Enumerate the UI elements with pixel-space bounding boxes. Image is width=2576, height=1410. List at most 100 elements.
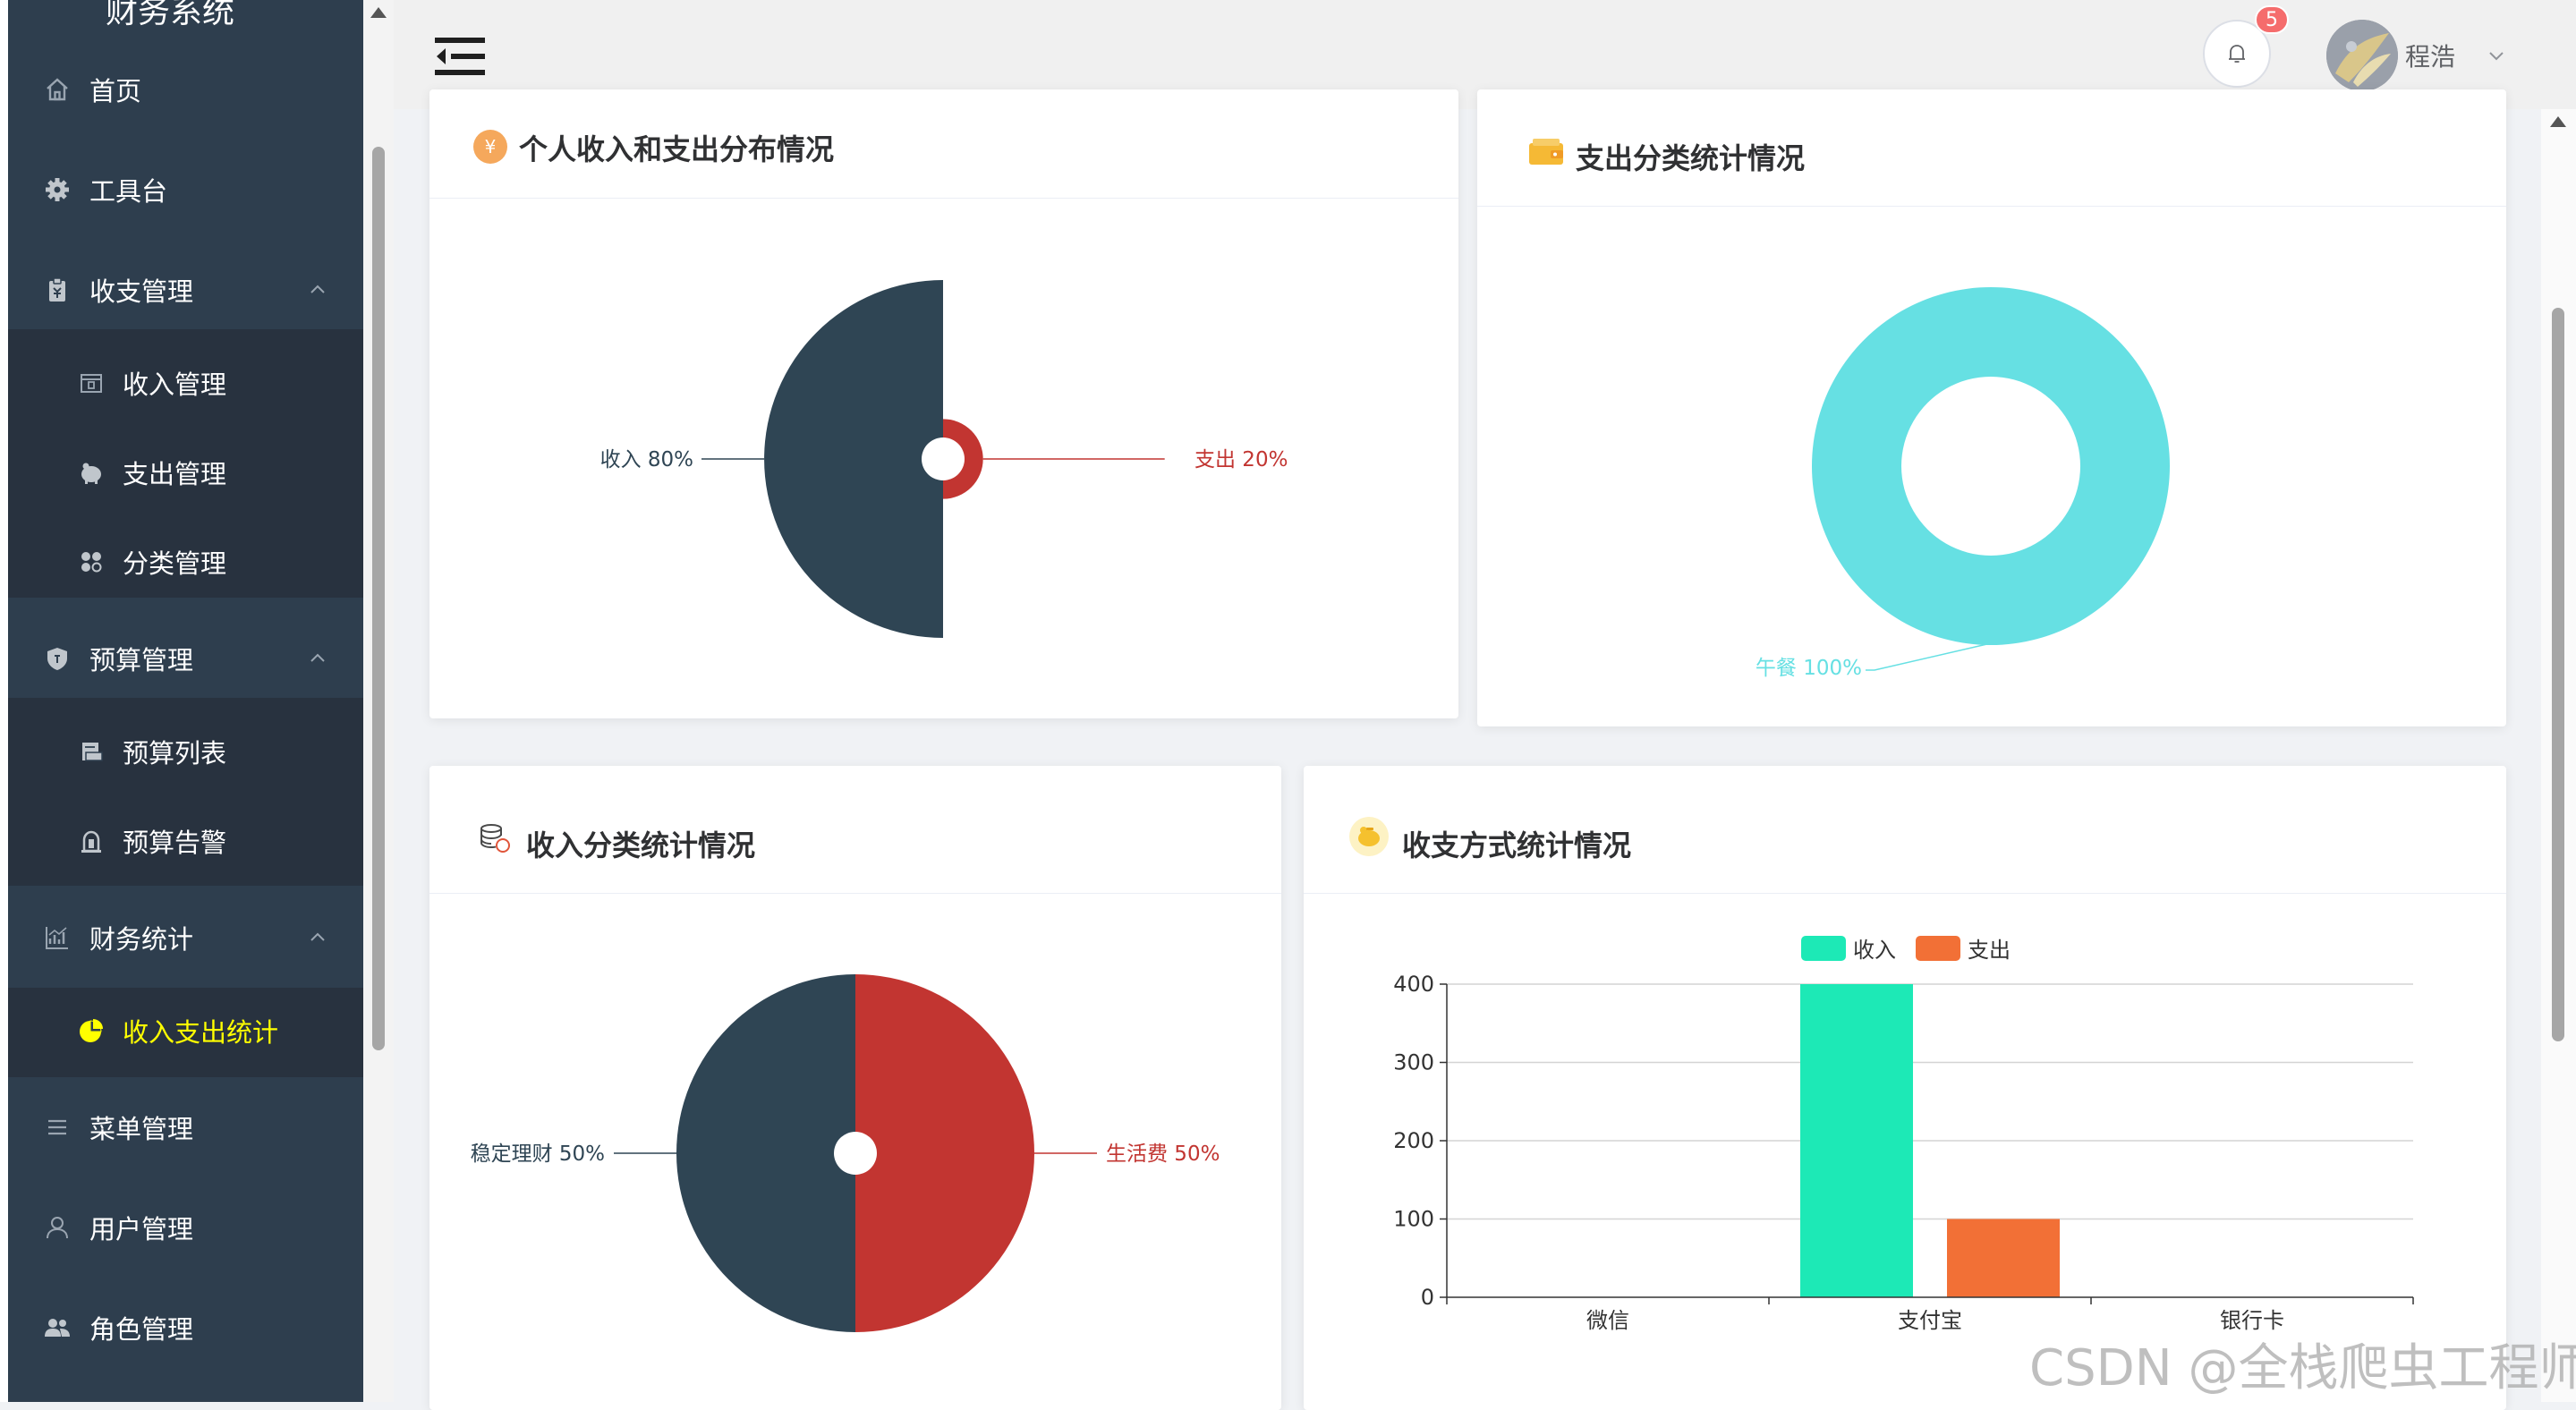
submenu-bg bbox=[8, 988, 363, 1077]
sidebar-item-label: 支出管理 bbox=[123, 459, 227, 489]
sidebar-item-label: 菜单管理 bbox=[89, 1114, 194, 1144]
payment-method-bar-chart: 0 100 200 300 400 微信 支付宝 银行卡 收入 支出 bbox=[1393, 936, 2414, 1333]
y-tick-label: 300 bbox=[1393, 1050, 1434, 1075]
category-icon bbox=[76, 547, 106, 577]
pie-slice-stable-finance[interactable] bbox=[676, 974, 855, 1332]
sidebar-item-label: 财务统计 bbox=[89, 924, 194, 955]
y-tick-label: 200 bbox=[1393, 1128, 1434, 1153]
sidebar-item-category-manage[interactable]: 分类管理 bbox=[8, 522, 363, 602]
sidebar-item-income-expense-stats[interactable]: 收入支出统计 bbox=[8, 990, 363, 1071]
main-scrollbar[interactable] bbox=[2541, 109, 2576, 1402]
pie-center-hole bbox=[922, 437, 965, 480]
income-expense-rose-chart: 收入 80% 支出 20% bbox=[600, 280, 1288, 638]
legend-label[interactable]: 支出 bbox=[1968, 938, 2011, 963]
calendar-icon bbox=[76, 368, 106, 398]
sidebar-item-label: 用户管理 bbox=[89, 1214, 194, 1244]
chevron-up-icon bbox=[310, 932, 325, 941]
collapse-menu-icon[interactable] bbox=[435, 34, 487, 79]
bar-expense[interactable] bbox=[1947, 1219, 2060, 1298]
submenu-bg bbox=[8, 698, 363, 886]
printer-icon bbox=[76, 736, 106, 767]
pie-slice-living-expense[interactable] bbox=[855, 974, 1034, 1332]
piggy-bank-icon bbox=[76, 457, 106, 488]
submenu-bg bbox=[8, 329, 363, 598]
sidebar-item-budget-list[interactable]: 预算列表 bbox=[8, 711, 363, 792]
sidebar-scrollbar[interactable] bbox=[363, 0, 394, 1402]
pie-chart-icon bbox=[76, 1015, 106, 1046]
watermark: CSDN @全栈爬虫工程师 bbox=[2029, 1339, 2576, 1397]
sidebar-item-workbench[interactable]: 工具台 bbox=[8, 149, 363, 230]
users-icon bbox=[42, 1312, 72, 1343]
sidebar-item-label: 角色管理 bbox=[89, 1314, 194, 1345]
slice-label-living-expense: 生活费 50% bbox=[1106, 1142, 1220, 1166]
gear-icon bbox=[42, 174, 72, 205]
card-header: 支出分类统计情况 bbox=[1477, 89, 2506, 207]
income-category-card: 收入分类统计情况 稳定理财 50% 生活费 50% bbox=[429, 766, 1281, 1410]
sidebar-item-label: 分类管理 bbox=[123, 548, 227, 579]
chevron-down-icon[interactable] bbox=[2486, 47, 2507, 64]
card-header: 收入分类统计情况 bbox=[429, 766, 1281, 894]
income-category-pie-chart: 稳定理财 50% 生活费 50% bbox=[471, 974, 1220, 1332]
sidebar-item-label: 预算管理 bbox=[89, 645, 194, 675]
slice-label-income: 收入 80% bbox=[600, 448, 693, 471]
sidebar-item-user-manage[interactable]: 用户管理 bbox=[8, 1187, 363, 1268]
sidebar-item-role-manage[interactable]: 角色管理 bbox=[8, 1287, 363, 1368]
slice-label-lunch: 午餐 100% bbox=[1756, 657, 1862, 680]
stats-icon bbox=[42, 922, 72, 953]
sidebar-item-budget-alert[interactable]: 预算告警 bbox=[8, 801, 363, 881]
slice-label-expense: 支出 20% bbox=[1194, 448, 1288, 471]
piggy-coin-icon bbox=[1349, 817, 1389, 856]
sidebar-item-expense-manage[interactable]: 支出管理 bbox=[8, 432, 363, 513]
sidebar-scroll-thumb[interactable] bbox=[372, 147, 385, 1050]
donut-slice-lunch[interactable] bbox=[1811, 287, 2170, 646]
legend-swatch[interactable] bbox=[1801, 936, 1846, 961]
expense-category-card: 支出分类统计情况 午餐 100% bbox=[1477, 89, 2506, 726]
y-tick-label: 400 bbox=[1393, 972, 1434, 997]
coin-stack-icon bbox=[480, 824, 510, 853]
sidebar-item-home[interactable]: 首页 bbox=[8, 49, 363, 130]
sidebar-item-label: 收入支出统计 bbox=[123, 1017, 279, 1048]
x-tick-label: 支付宝 bbox=[1898, 1308, 1962, 1333]
user-icon bbox=[42, 1212, 72, 1243]
card-title: 收支方式统计情况 bbox=[1402, 828, 1632, 862]
avatar[interactable] bbox=[2326, 20, 2398, 91]
sidebar-item-label: 首页 bbox=[89, 76, 142, 106]
sidebar-item-budget[interactable]: 预算管理 bbox=[8, 618, 363, 699]
clipboard-icon bbox=[42, 275, 72, 305]
bar-income[interactable] bbox=[1800, 984, 1913, 1297]
bell-icon bbox=[2229, 45, 2245, 63]
y-tick-label: 0 bbox=[1421, 1285, 1434, 1310]
scroll-up-arrow-icon[interactable] bbox=[2550, 116, 2566, 127]
sidebar-item-income-expense[interactable]: 收支管理 bbox=[8, 250, 363, 330]
scroll-up-arrow-icon[interactable] bbox=[370, 7, 387, 18]
slice-label-stable-finance: 稳定理财 50% bbox=[471, 1142, 605, 1166]
wallet-icon bbox=[1529, 139, 1563, 165]
sidebar-item-label: 预算列表 bbox=[123, 738, 227, 769]
income-expense-card: ¥ 个人收入和支出分布情况 收入 80% 支出 20% bbox=[429, 89, 1458, 718]
sidebar-item-label: 收入管理 bbox=[123, 369, 227, 400]
sidebar-item-label: 收支管理 bbox=[89, 276, 194, 307]
chevron-up-icon bbox=[310, 285, 325, 293]
menu-icon bbox=[42, 1112, 72, 1142]
legend-swatch[interactable] bbox=[1916, 936, 1960, 961]
yen-coin-icon: ¥ bbox=[473, 130, 507, 164]
sidebar-edge bbox=[0, 0, 8, 1402]
username[interactable]: 程浩 bbox=[2405, 42, 2456, 72]
notification-badge: 5 bbox=[2255, 5, 2289, 34]
sidebar-item-finance-stats[interactable]: 财务统计 bbox=[8, 897, 363, 978]
main-scroll-thumb[interactable] bbox=[2552, 308, 2564, 1041]
pie-center-hole bbox=[834, 1132, 877, 1175]
card-title: 收入分类统计情况 bbox=[526, 828, 756, 862]
sidebar-item-income-manage[interactable]: 收入管理 bbox=[8, 343, 363, 423]
card-header: ¥ 个人收入和支出分布情况 bbox=[429, 89, 1458, 199]
svg-text:¥: ¥ bbox=[485, 136, 497, 157]
sidebar: 财务系统 首页 工具台 收支管理 收入管理 支出管理 bbox=[0, 0, 363, 1402]
pie-slice-income[interactable] bbox=[764, 280, 943, 638]
card-title: 个人收入和支出分布情况 bbox=[519, 132, 835, 166]
expense-category-donut-chart: 午餐 100% bbox=[1756, 287, 2170, 680]
x-tick-label: 银行卡 bbox=[2220, 1308, 2284, 1333]
legend-label[interactable]: 收入 bbox=[1853, 938, 1896, 963]
chevron-up-icon bbox=[310, 653, 325, 662]
sidebar-item-menu-manage[interactable]: 菜单管理 bbox=[8, 1087, 363, 1168]
x-tick-label: 微信 bbox=[1586, 1308, 1629, 1333]
